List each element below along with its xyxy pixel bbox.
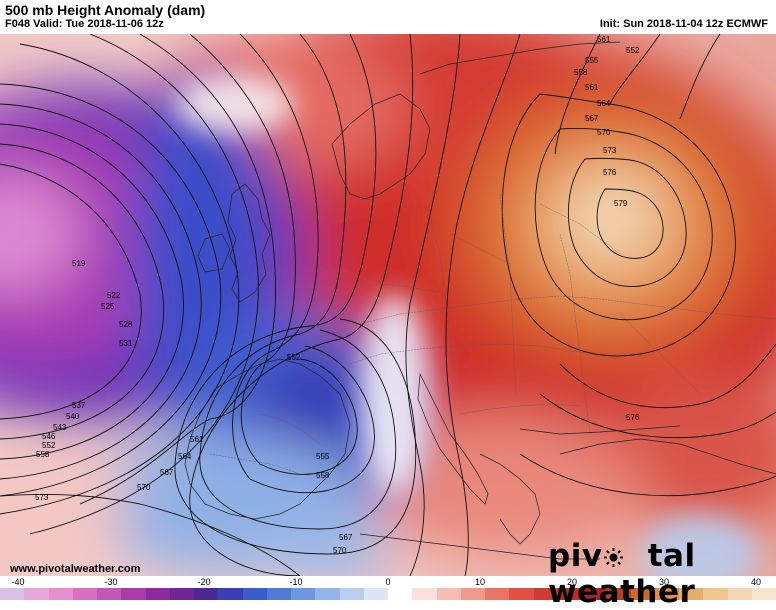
scale-tick-label: 30 — [658, 577, 670, 587]
anomaly-shading — [0, 34, 776, 576]
coastlines — [184, 41, 776, 560]
contour-label: 537 — [72, 401, 86, 410]
contour-label: 543 — [53, 423, 67, 432]
scale-color-cell — [388, 588, 413, 600]
scale-color-cell — [727, 588, 752, 600]
contour-label: 552 — [42, 441, 56, 450]
contour-label: 558 — [36, 450, 50, 459]
scale-color-cell — [72, 588, 97, 600]
contour-labels: 519 522 525 528 531 537 540 543 546 552 … — [35, 35, 640, 555]
contour-label: 540 — [66, 412, 80, 421]
logo-text-left: piv — [548, 538, 603, 574]
scale-color-cell — [121, 588, 146, 600]
scale-color-cell — [169, 588, 194, 600]
scale-color-cell — [0, 588, 25, 600]
scale-tick-label: -20 — [197, 577, 211, 587]
contour-label: 576 — [603, 168, 617, 177]
contour-label: 558 — [574, 68, 588, 77]
country-borders — [209, 193, 776, 475]
contour-label: 555 — [316, 452, 330, 461]
map-header: 500 mb Height Anomaly (dam) F048 Valid: … — [0, 0, 776, 34]
scale-color-cell — [436, 588, 461, 600]
scale-color-cell — [557, 588, 582, 600]
init-time: Init: Sun 2018-11-04 12z ECMWF — [599, 18, 768, 30]
contour-label: 564 — [597, 99, 611, 108]
scale-color-cell — [582, 588, 607, 600]
contour-label: 570 — [137, 483, 151, 492]
scale-color-cell — [485, 588, 510, 600]
map-canvas: 519 522 525 528 531 537 540 543 546 552 … — [0, 34, 776, 576]
valid-time: F048 Valid: Tue 2018-11-06 12z — [5, 18, 164, 30]
contour-label: 552 — [287, 353, 301, 362]
scale-color-cell — [194, 588, 219, 600]
scale-color-cell — [363, 588, 388, 600]
website-url: www.pivotalweather.com — [10, 563, 141, 575]
scale-color-strip — [0, 588, 776, 600]
sun-icon — [603, 538, 648, 574]
scale-color-cell — [751, 588, 776, 600]
scale-color-cell — [218, 588, 243, 600]
scale-color-cell — [339, 588, 364, 600]
scale-tick-label: 20 — [566, 577, 578, 587]
scale-tick-label: 0 — [385, 577, 391, 587]
contour-label: 525 — [101, 302, 115, 311]
scale-tick-label: -30 — [104, 577, 118, 587]
scale-color-cell — [412, 588, 437, 600]
height-contours — [0, 34, 776, 576]
contour-label: 573 — [603, 146, 617, 155]
contour-label: 546 — [42, 432, 56, 441]
contour-label: 558 — [316, 471, 330, 480]
contour-label: 576 — [626, 413, 640, 422]
scale-color-cell — [679, 588, 704, 600]
scale-color-cell — [630, 588, 655, 600]
scale-color-cell — [533, 588, 558, 600]
contour-label: 567 — [160, 468, 174, 477]
scale-color-cell — [460, 588, 485, 600]
scale-color-cell — [24, 588, 49, 600]
scale-tick-label: 40 — [750, 577, 762, 587]
scale-tick-label: 10 — [474, 577, 486, 587]
map-title: 500 mb Height Anomaly (dam) — [5, 2, 206, 18]
contour-label: 552 — [626, 46, 640, 55]
contour-label: 528 — [119, 320, 133, 329]
contour-label: 564 — [178, 452, 192, 461]
contour-label: 561 — [597, 35, 611, 44]
scale-color-cell — [291, 588, 316, 600]
scale-color-cell — [509, 588, 534, 600]
scale-color-cell — [266, 588, 291, 600]
contour-label: 561 — [190, 435, 204, 444]
pivotal-weather-logo: piv tal weather — [548, 538, 776, 610]
contour-label: 567 — [339, 533, 353, 542]
contour-label: 570 — [333, 546, 347, 555]
scale-tick-label: -40 — [11, 577, 25, 587]
scale-color-cell — [145, 588, 170, 600]
scale-color-cell — [315, 588, 340, 600]
contour-label: 561 — [585, 83, 599, 92]
contour-label: 531 — [119, 339, 133, 348]
anomaly-map[interactable]: 519 522 525 528 531 537 540 543 546 552 … — [0, 34, 776, 576]
scale-color-cell — [97, 588, 122, 600]
contour-label: 579 — [614, 199, 628, 208]
contour-label: 567 — [585, 114, 599, 123]
contour-label: 555 — [585, 56, 599, 65]
scale-color-cell — [242, 588, 267, 600]
scale-color-cell — [654, 588, 679, 600]
contour-label: 519 — [72, 259, 86, 268]
scale-color-cell — [48, 588, 73, 600]
scale-color-cell — [703, 588, 728, 600]
contour-label: 522 — [107, 291, 121, 300]
scale-color-cell — [606, 588, 631, 600]
scale-labels: -40 -30 -20 -10 0 10 20 30 40 — [0, 576, 776, 588]
contour-label: 570 — [597, 128, 611, 137]
scale-tick-label: -10 — [289, 577, 303, 587]
contour-label: 573 — [35, 493, 49, 502]
color-scale: -40 -30 -20 -10 0 10 20 30 40 — [0, 576, 776, 600]
